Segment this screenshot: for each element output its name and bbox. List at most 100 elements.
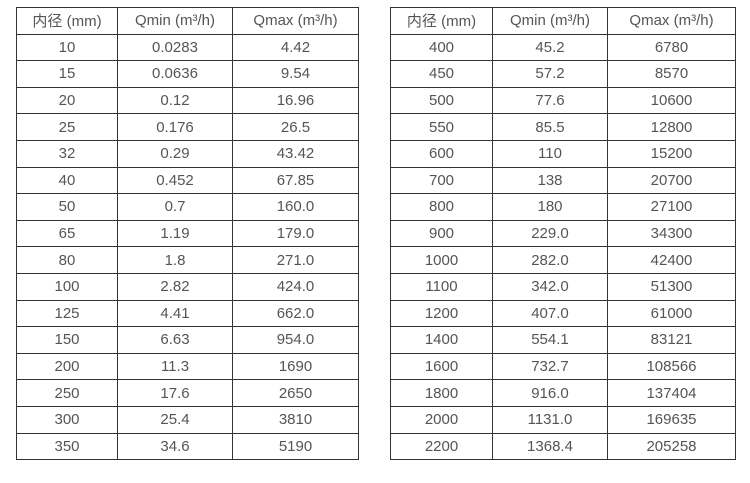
column-header: 内径 (mm) <box>390 7 493 35</box>
cell-qmin: 0.12 <box>117 86 233 115</box>
column-header: Qmin (m³/h) <box>492 7 608 35</box>
table-row: 1200 407.0 61000 <box>390 299 736 328</box>
table-row: 550 85.5 12800 <box>390 113 736 141</box>
cell-diameter: 125 <box>16 299 118 328</box>
cell-diameter: 1000 <box>390 246 493 274</box>
table-row: 25 0.176 26.5 <box>16 113 359 141</box>
cell-qmin: 0.452 <box>117 166 233 195</box>
cell-diameter: 80 <box>16 246 118 274</box>
cell-diameter: 65 <box>16 219 118 248</box>
cell-diameter: 40 <box>16 166 118 195</box>
cell-qmax: 20700 <box>607 166 736 195</box>
column-header: Qmax (m³/h) <box>232 7 359 35</box>
cell-diameter: 900 <box>390 219 493 248</box>
cell-qmin: 77.6 <box>492 86 608 115</box>
cell-diameter: 1200 <box>390 299 493 328</box>
cell-diameter: 10 <box>16 33 118 62</box>
table-body: 400 45.2 6780 450 57.2 8570 500 77.6 10600 550 85.… <box>390 33 736 461</box>
cell-diameter: 550 <box>390 113 493 141</box>
cell-qmax: 108566 <box>607 352 736 381</box>
cell-qmin: 180 <box>492 193 608 221</box>
cell-diameter: 800 <box>390 193 493 221</box>
cell-qmin: 342.0 <box>492 272 608 301</box>
table-row: 1600 732.7 108566 <box>390 352 736 381</box>
table-row: 800 180 27100 <box>390 193 736 221</box>
cell-qmax: 12800 <box>607 113 736 141</box>
table-row: 65 1.19 179.0 <box>16 219 359 248</box>
table-row: 1800 916.0 137404 <box>390 379 736 407</box>
cell-diameter: 400 <box>390 33 493 62</box>
cell-qmax: 8570 <box>607 60 736 88</box>
cell-qmax: 16.96 <box>232 86 359 115</box>
cell-qmax: 83121 <box>607 326 736 354</box>
cell-qmin: 6.63 <box>117 326 233 354</box>
cell-qmin: 57.2 <box>492 60 608 88</box>
cell-qmin: 4.41 <box>117 299 233 328</box>
table-row: 500 77.6 10600 <box>390 86 736 115</box>
cell-diameter: 1400 <box>390 326 493 354</box>
table-row: 32 0.29 43.42 <box>16 139 359 168</box>
cell-qmax: 6780 <box>607 33 736 62</box>
table-row: 400 45.2 6780 <box>390 33 736 62</box>
cell-diameter: 2200 <box>390 432 493 461</box>
cell-qmin: 916.0 <box>492 379 608 407</box>
cell-qmax: 179.0 <box>232 219 359 248</box>
cell-qmax: 662.0 <box>232 299 359 328</box>
table-row: 20 0.12 16.96 <box>16 86 359 115</box>
cell-qmin: 0.176 <box>117 113 233 141</box>
table-row: 1000 282.0 42400 <box>390 246 736 274</box>
cell-qmin: 407.0 <box>492 299 608 328</box>
column-header: 内径 (mm) <box>16 7 118 35</box>
cell-qmin: 732.7 <box>492 352 608 381</box>
cell-qmin: 554.1 <box>492 326 608 354</box>
cell-qmax: 205258 <box>607 432 736 461</box>
table-row: 50 0.7 160.0 <box>16 193 359 221</box>
cell-qmax: 43.42 <box>232 139 359 168</box>
cell-qmin: 0.29 <box>117 139 233 168</box>
header-row: 内径 (mm) Qmin (m³/h) Qmax (m³/h) <box>16 7 359 35</box>
cell-qmax: 271.0 <box>232 246 359 274</box>
cell-qmin: 1368.4 <box>492 432 608 461</box>
cell-qmin: 1.8 <box>117 246 233 274</box>
table-row: 200 11.3 1690 <box>16 352 359 381</box>
cell-diameter: 300 <box>16 405 118 434</box>
cell-qmax: 137404 <box>607 379 736 407</box>
cell-qmax: 15200 <box>607 139 736 168</box>
header-row: 内径 (mm) Qmin (m³/h) Qmax (m³/h) <box>390 7 736 35</box>
column-header: Qmax (m³/h) <box>607 7 736 35</box>
cell-diameter: 20 <box>16 86 118 115</box>
cell-diameter: 1800 <box>390 379 493 407</box>
cell-diameter: 25 <box>16 113 118 141</box>
cell-diameter: 1600 <box>390 352 493 381</box>
table-row: 2200 1368.4 205258 <box>390 432 736 461</box>
table-row: 300 25.4 3810 <box>16 405 359 434</box>
cell-qmin: 229.0 <box>492 219 608 248</box>
cell-qmax: 2650 <box>232 379 359 407</box>
cell-diameter: 700 <box>390 166 493 195</box>
table-row: 350 34.6 5190 <box>16 432 359 461</box>
table-row: 125 4.41 662.0 <box>16 299 359 328</box>
cell-qmin: 110 <box>492 139 608 168</box>
cell-qmin: 45.2 <box>492 33 608 62</box>
cell-qmax: 9.54 <box>232 60 359 88</box>
cell-diameter: 200 <box>16 352 118 381</box>
cell-qmin: 0.0636 <box>117 60 233 88</box>
cell-diameter: 32 <box>16 139 118 168</box>
table-row: 1400 554.1 83121 <box>390 326 736 354</box>
cell-qmax: 42400 <box>607 246 736 274</box>
cell-qmin: 138 <box>492 166 608 195</box>
table-row: 1100 342.0 51300 <box>390 272 736 301</box>
table-row: 600 110 15200 <box>390 139 736 168</box>
cell-qmin: 282.0 <box>492 246 608 274</box>
cell-qmax: 4.42 <box>232 33 359 62</box>
cell-qmax: 27100 <box>607 193 736 221</box>
table-row: 450 57.2 8570 <box>390 60 736 88</box>
cell-diameter: 15 <box>16 60 118 88</box>
cell-qmin: 17.6 <box>117 379 233 407</box>
column-header: Qmin (m³/h) <box>117 7 233 35</box>
cell-diameter: 1100 <box>390 272 493 301</box>
cell-qmin: 0.7 <box>117 193 233 221</box>
cell-qmin: 25.4 <box>117 405 233 434</box>
cell-qmin: 1131.0 <box>492 405 608 434</box>
cell-qmin: 2.82 <box>117 272 233 301</box>
